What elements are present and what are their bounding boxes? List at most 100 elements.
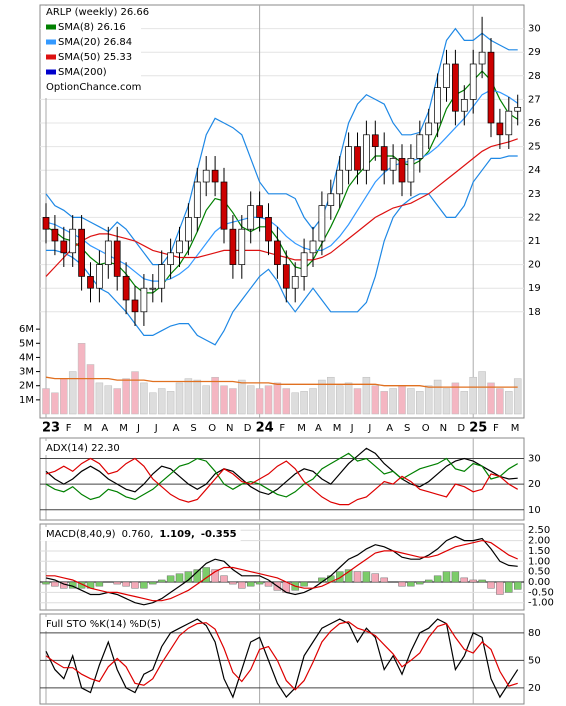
y-tick-label: 26 <box>528 118 541 129</box>
volume-bar <box>433 379 442 415</box>
macd-histogram-bar <box>131 581 139 589</box>
x-tick-label: M <box>84 423 93 434</box>
x-tick-label: A <box>173 423 180 434</box>
volume-bar <box>318 379 326 415</box>
legend-label: SMA(20) 26.84 <box>58 37 132 48</box>
candle-body <box>104 240 112 265</box>
candle-body <box>87 276 94 289</box>
sma-line <box>45 89 519 282</box>
indicator-title: Full STO %K(14) %D(5) <box>46 619 161 630</box>
candle-body <box>487 51 495 124</box>
candle-body <box>496 122 504 136</box>
candle-body <box>300 252 308 277</box>
watermark: OptionChance.com <box>46 82 141 93</box>
candle-body <box>398 158 406 183</box>
volume-bar <box>344 382 353 415</box>
x-tick-label: A <box>101 423 108 434</box>
candle-body <box>318 205 326 242</box>
candle-body <box>434 87 441 124</box>
y-tick-label: 18 <box>528 307 541 318</box>
macd-histogram-bar <box>336 571 344 583</box>
y-tick-label: 29 <box>528 47 541 58</box>
candle-body <box>211 169 219 183</box>
macd-histogram-bar <box>51 581 59 587</box>
indicator-title: 1.109, <box>159 529 194 540</box>
volume-bar <box>229 388 237 415</box>
y-tick-label: 30 <box>528 454 541 465</box>
volume-bar <box>496 388 504 415</box>
candle-body <box>460 99 468 112</box>
volume-bar <box>505 391 513 415</box>
y-tick-label: 10 <box>528 505 541 516</box>
candle-body <box>238 228 246 265</box>
legend-box <box>41 6 141 98</box>
chart-title: ARLP (weekly) 26.66 <box>46 7 149 18</box>
volume-bar <box>335 385 344 415</box>
volume-bar <box>42 388 50 415</box>
candle-body <box>407 158 415 183</box>
x-tick-label: D <box>244 423 252 434</box>
x-tick-label: M <box>333 423 342 434</box>
y-tick-label: 28 <box>528 71 541 82</box>
candle-body <box>478 51 486 65</box>
sma-line <box>45 70 519 294</box>
x-tick-label: 24 <box>256 421 274 436</box>
indicator-title-bg <box>41 617 165 631</box>
indicator-title-bg <box>41 441 124 455</box>
macd-histogram-bar <box>157 579 166 583</box>
volume-bar <box>140 382 148 415</box>
macd-histogram-bar <box>140 581 148 589</box>
y-tick-label: 2.50 <box>528 525 550 536</box>
y-tick-label: 80 <box>528 628 541 639</box>
macd-histogram-bar <box>264 581 273 587</box>
candle-body <box>371 134 379 147</box>
macd-histogram-bar <box>371 573 379 583</box>
x-tick-label: F <box>493 423 499 434</box>
candle-body <box>202 169 210 183</box>
legend-swatch <box>46 54 56 60</box>
volume-bar <box>202 385 210 415</box>
y-tick-label: 50 <box>528 655 541 666</box>
candle-body <box>131 299 139 313</box>
volume-bar <box>273 382 282 415</box>
candle-body <box>149 287 157 290</box>
volume-bar <box>451 382 460 415</box>
x-tick-label: A <box>386 423 393 434</box>
y-tick-label: 19 <box>528 283 541 294</box>
candle-body <box>167 252 174 265</box>
x-tick-label: J <box>367 423 371 434</box>
x-tick-label: 23 <box>42 421 60 436</box>
x-tick-label: M <box>297 423 306 434</box>
macd-histogram-bar <box>478 579 486 583</box>
volume-bar <box>113 388 121 415</box>
x-tick-label: M <box>511 423 520 434</box>
volume-bar <box>487 382 495 415</box>
candle-body <box>327 193 335 206</box>
macd-histogram-bar <box>505 581 513 593</box>
macd-histogram-bar <box>175 573 184 583</box>
x-tick-label: O <box>422 423 430 434</box>
bollinger-upper <box>45 27 518 266</box>
volume-bar <box>300 391 308 415</box>
candle-body <box>42 217 50 230</box>
macd-histogram-bar <box>166 575 175 583</box>
macd-histogram-bar <box>514 581 522 590</box>
y-tick-label: 30 <box>528 24 541 35</box>
macd-histogram-bar <box>220 575 228 583</box>
candle-body <box>247 205 255 230</box>
macd-histogram-bar <box>113 581 121 585</box>
volume-bar <box>255 388 264 415</box>
legend-label: SMA(50) 25.33 <box>58 52 132 63</box>
x-tick-label: D <box>457 423 465 434</box>
x-tick-label: N <box>440 423 447 434</box>
volume-bar <box>469 376 477 415</box>
volume-bar <box>193 379 202 415</box>
macd-histogram-bar <box>362 571 371 583</box>
macd-histogram-bar <box>246 581 255 587</box>
macd-histogram-bar <box>425 579 433 583</box>
candle-body <box>452 63 459 112</box>
bollinger-lower <box>46 155 518 346</box>
volume-bar <box>131 371 139 415</box>
indicator-line <box>45 621 518 691</box>
macd-histogram-bar <box>238 581 246 589</box>
